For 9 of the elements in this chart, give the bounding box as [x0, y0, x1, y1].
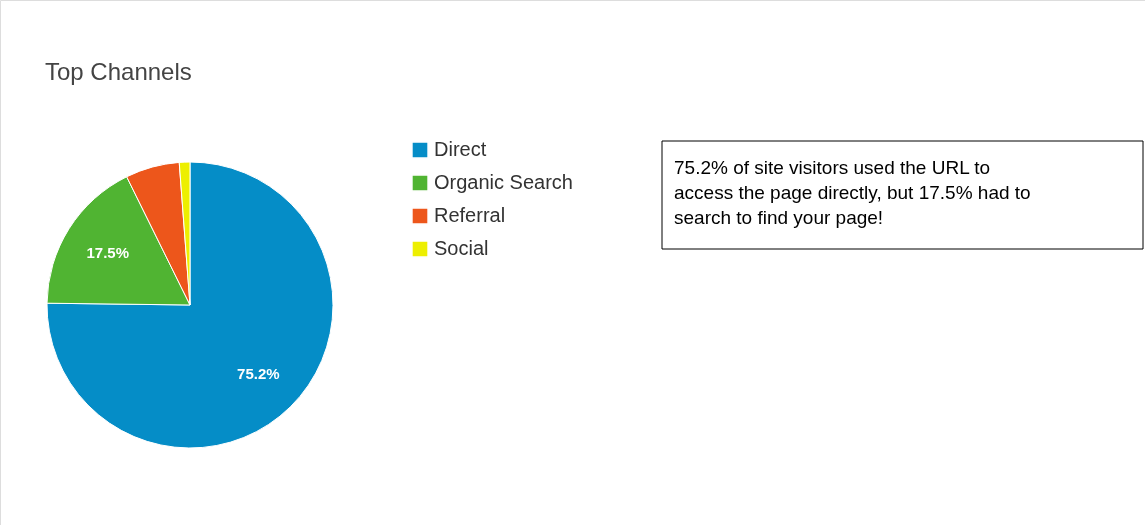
chart-title: Top Channels	[45, 58, 192, 85]
text: 75.2% of site visitors used the URL to access the page directly, but 17.5% had to search to find your page!	[674, 157, 1031, 228]
data-label: 75.2%	[237, 365, 280, 383]
legend-label: Organic Search	[434, 171, 573, 193]
legend-label: Referral	[434, 204, 506, 226]
data-label: 17.5%	[86, 244, 130, 262]
legend-label: Social	[434, 237, 489, 259]
legend-label: Direct	[434, 138, 487, 160]
pie-slice	[46, 161, 334, 449]
